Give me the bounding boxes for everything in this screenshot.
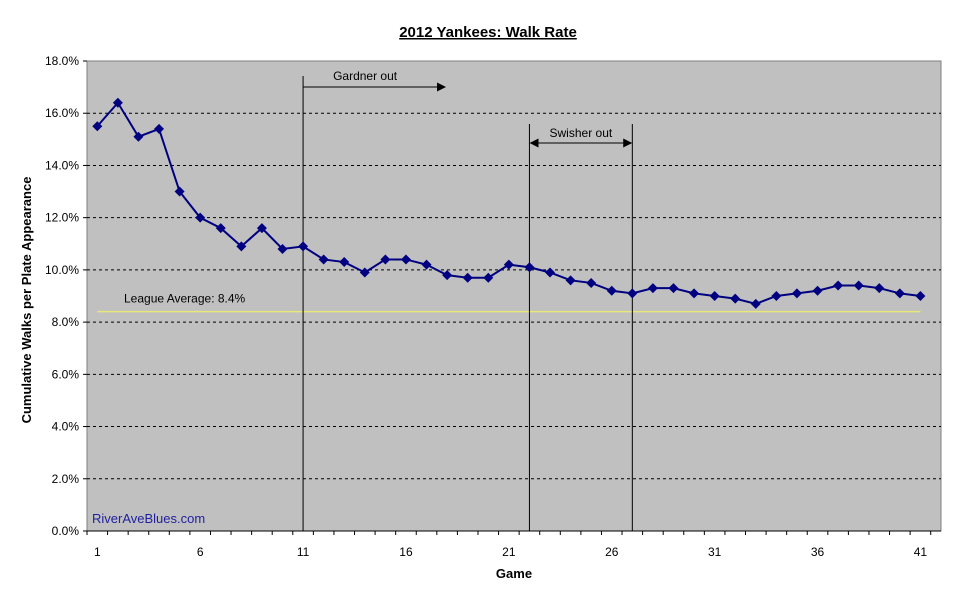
walk-rate-points bbox=[92, 97, 926, 309]
data-point bbox=[400, 254, 411, 265]
x-tick-label: 16 bbox=[399, 545, 413, 559]
data-point bbox=[874, 283, 885, 294]
x-tick-label: 21 bbox=[502, 545, 516, 559]
y-tick-label: 8.0% bbox=[52, 315, 80, 329]
data-point bbox=[894, 288, 905, 299]
chart-title: 2012 Yankees: Walk Rate bbox=[399, 24, 577, 41]
x-tick-label: 11 bbox=[297, 545, 310, 559]
data-point bbox=[421, 259, 432, 270]
y-axis-label: Cumulative Walks per Plate Appearance bbox=[19, 177, 34, 424]
data-point bbox=[92, 121, 103, 132]
data-point bbox=[154, 123, 165, 134]
data-point bbox=[730, 293, 741, 304]
data-point bbox=[627, 288, 638, 299]
x-tick-label: 26 bbox=[605, 545, 619, 559]
y-tick-label: 10.0% bbox=[45, 263, 79, 277]
data-point bbox=[853, 280, 864, 291]
data-point bbox=[647, 283, 658, 294]
data-point bbox=[709, 291, 720, 301]
data-point bbox=[750, 298, 761, 309]
data-point bbox=[256, 223, 267, 234]
data-point bbox=[215, 223, 226, 234]
x-tick-label: 41 bbox=[914, 545, 928, 559]
y-axis: 0.0% 2.0% 4.0% 6.0% 8.0% 10.0% 12.0% 14.0% 16.0%… bbox=[45, 54, 87, 538]
x-axis: 1 6 11 16 21 26 31 36 41 bbox=[86, 530, 941, 559]
data-point bbox=[524, 262, 535, 273]
data-point bbox=[606, 285, 617, 296]
x-tick-label: 1 bbox=[94, 545, 101, 559]
x-tick-label: 6 bbox=[197, 545, 204, 559]
data-point bbox=[462, 272, 473, 283]
y-tick-label: 18.0% bbox=[45, 54, 79, 68]
data-point bbox=[277, 244, 288, 254]
data-point bbox=[339, 257, 350, 268]
data-point bbox=[174, 186, 185, 197]
data-point bbox=[442, 270, 453, 281]
data-point bbox=[503, 259, 514, 270]
data-point bbox=[586, 277, 597, 288]
data-point bbox=[133, 131, 144, 142]
data-point bbox=[545, 267, 556, 278]
y-tick-label: 4.0% bbox=[52, 420, 80, 434]
data-point bbox=[298, 241, 309, 252]
x-tick-label: 36 bbox=[811, 545, 825, 559]
x-tick-label: 31 bbox=[708, 545, 722, 559]
y-tick-label: 14.0% bbox=[45, 158, 79, 172]
y-tick-label: 2.0% bbox=[52, 472, 80, 486]
y-tick-label: 12.0% bbox=[45, 211, 79, 225]
data-point bbox=[236, 241, 247, 252]
gardner-out-label: Gardner out bbox=[333, 69, 398, 83]
y-tick-label: 6.0% bbox=[52, 367, 80, 381]
data-point bbox=[915, 291, 926, 301]
x-axis-label: Game bbox=[496, 566, 532, 581]
data-point bbox=[318, 254, 329, 265]
data-point bbox=[833, 280, 844, 291]
data-point bbox=[483, 272, 494, 283]
y-tick-label: 16.0% bbox=[45, 106, 79, 120]
data-point bbox=[112, 97, 123, 108]
data-point bbox=[565, 275, 576, 286]
data-point bbox=[668, 283, 679, 294]
swisher-out-label: Swisher out bbox=[550, 126, 613, 140]
y-tick-label: 0.0% bbox=[52, 524, 80, 538]
league-average-label: League Average: 8.4% bbox=[124, 292, 246, 306]
data-point bbox=[689, 288, 700, 299]
data-point bbox=[359, 267, 370, 278]
annotations: Gardner out Swisher out bbox=[302, 69, 633, 531]
data-point bbox=[791, 288, 802, 299]
data-point bbox=[195, 212, 206, 223]
data-point bbox=[771, 291, 782, 301]
gridlines bbox=[87, 112, 941, 480]
watermark: RiverAveBlues.com bbox=[92, 511, 205, 526]
data-point bbox=[380, 254, 391, 265]
data-point bbox=[812, 285, 823, 296]
